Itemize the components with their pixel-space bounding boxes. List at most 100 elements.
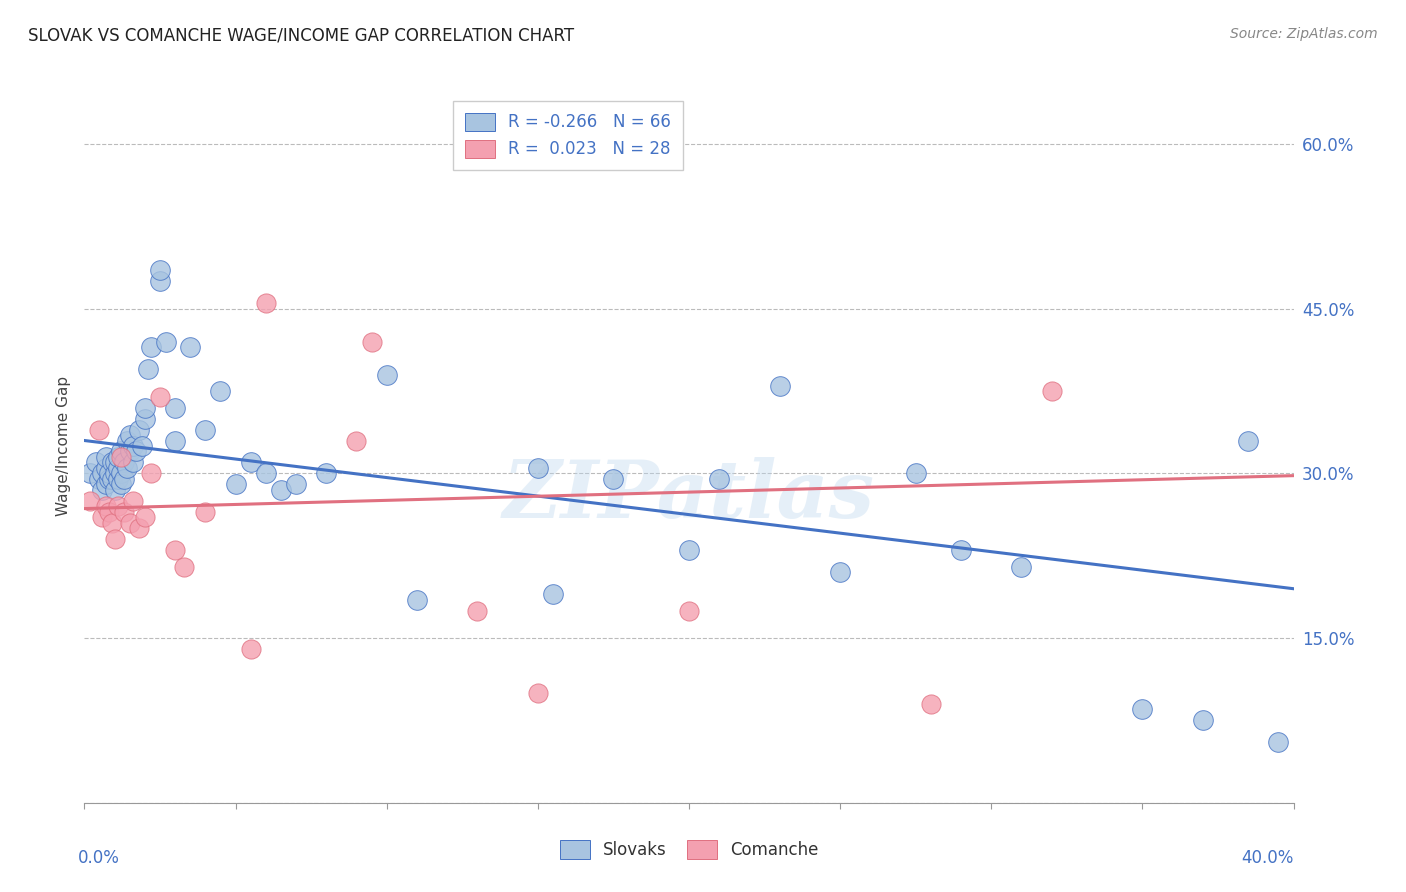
- Point: [112, 472, 135, 486]
- Point: [139, 467, 162, 481]
- Point: [91, 467, 114, 481]
- Point: [225, 477, 247, 491]
- Point: [94, 477, 117, 491]
- Point: [128, 423, 150, 437]
- Point: [149, 390, 172, 404]
- Point: [209, 384, 232, 398]
- Point: [94, 450, 117, 464]
- Point: [1130, 702, 1153, 716]
- Point: [179, 340, 201, 354]
- Point: [149, 263, 172, 277]
- Point: [125, 444, 148, 458]
- Point: [110, 467, 132, 481]
- Point: [104, 533, 127, 547]
- Point: [1192, 714, 1215, 728]
- Text: 0.0%: 0.0%: [79, 849, 120, 867]
- Point: [118, 444, 141, 458]
- Point: [165, 543, 187, 558]
- Text: 40.0%: 40.0%: [1241, 849, 1294, 867]
- Point: [1040, 384, 1063, 398]
- Point: [769, 378, 792, 392]
- Point: [254, 467, 277, 481]
- Point: [602, 472, 624, 486]
- Point: [527, 461, 550, 475]
- Text: SLOVAK VS COMANCHE WAGE/INCOME GAP CORRELATION CHART: SLOVAK VS COMANCHE WAGE/INCOME GAP CORRE…: [28, 27, 574, 45]
- Point: [115, 461, 138, 475]
- Point: [406, 592, 429, 607]
- Point: [254, 296, 277, 310]
- Point: [139, 340, 162, 354]
- Y-axis label: Wage/Income Gap: Wage/Income Gap: [56, 376, 72, 516]
- Point: [131, 439, 153, 453]
- Point: [285, 477, 308, 491]
- Point: [97, 467, 120, 481]
- Point: [467, 604, 489, 618]
- Point: [239, 642, 262, 657]
- Point: [94, 461, 117, 475]
- Point: [86, 455, 108, 469]
- Point: [136, 362, 159, 376]
- Point: [100, 516, 122, 530]
- Point: [134, 510, 156, 524]
- Point: [950, 543, 973, 558]
- Point: [79, 467, 101, 481]
- Point: [173, 559, 195, 574]
- Point: [830, 566, 852, 580]
- Point: [527, 686, 550, 700]
- Point: [107, 450, 129, 464]
- Point: [904, 467, 927, 481]
- Point: [149, 274, 172, 288]
- Point: [104, 467, 127, 481]
- Point: [541, 587, 564, 601]
- Point: [920, 697, 942, 711]
- Point: [155, 334, 177, 349]
- Point: [1011, 559, 1033, 574]
- Point: [678, 543, 700, 558]
- Point: [112, 455, 135, 469]
- Point: [270, 483, 292, 497]
- Point: [134, 411, 156, 425]
- Point: [91, 483, 114, 497]
- Point: [112, 505, 135, 519]
- Point: [194, 505, 217, 519]
- Point: [165, 434, 187, 448]
- Point: [107, 500, 129, 514]
- Point: [97, 505, 120, 519]
- Text: ZIPatlas: ZIPatlas: [503, 458, 875, 534]
- Point: [107, 461, 129, 475]
- Point: [94, 500, 117, 514]
- Point: [121, 455, 143, 469]
- Point: [360, 334, 382, 349]
- Point: [375, 368, 398, 382]
- Point: [678, 604, 700, 618]
- Point: [134, 401, 156, 415]
- Point: [315, 467, 337, 481]
- Point: [79, 494, 101, 508]
- Point: [97, 472, 120, 486]
- Point: [1237, 434, 1260, 448]
- Point: [115, 434, 138, 448]
- Point: [110, 477, 132, 491]
- Point: [239, 455, 262, 469]
- Point: [104, 455, 127, 469]
- Point: [128, 521, 150, 535]
- Point: [118, 516, 141, 530]
- Point: [107, 472, 129, 486]
- Point: [110, 450, 132, 464]
- Point: [89, 423, 111, 437]
- Point: [1267, 735, 1289, 749]
- Point: [121, 494, 143, 508]
- Point: [194, 423, 217, 437]
- Point: [165, 401, 187, 415]
- Point: [89, 472, 111, 486]
- Point: [100, 455, 122, 469]
- Text: Source: ZipAtlas.com: Source: ZipAtlas.com: [1230, 27, 1378, 41]
- Point: [118, 428, 141, 442]
- Point: [100, 472, 122, 486]
- Legend: Slovaks, Comanche: Slovaks, Comanche: [553, 834, 825, 866]
- Point: [110, 444, 132, 458]
- Point: [346, 434, 368, 448]
- Point: [121, 439, 143, 453]
- Point: [709, 472, 731, 486]
- Point: [104, 483, 127, 497]
